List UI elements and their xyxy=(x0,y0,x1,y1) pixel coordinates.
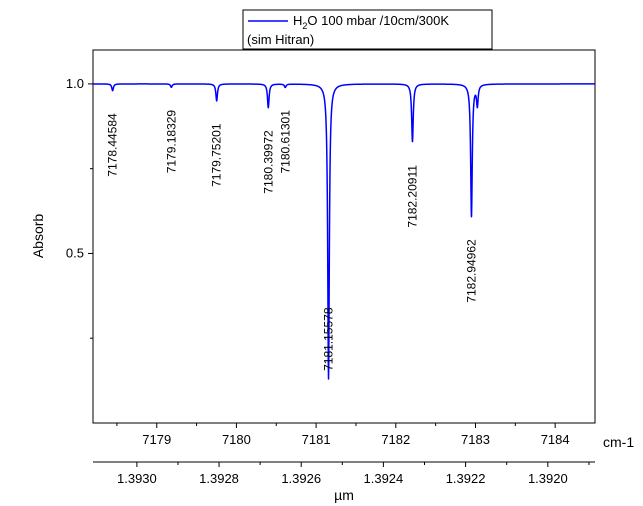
micron-tick-label: 1.3922 xyxy=(446,471,486,486)
peak-label: 7180.61301 xyxy=(278,110,292,174)
peak-label: 7180.39972 xyxy=(261,130,275,194)
legend-series-label: H2O 100 mbar /10cm/300K xyxy=(293,13,449,31)
micron-tick-label: 1.3920 xyxy=(528,471,568,486)
peak-label: 7182.94962 xyxy=(465,239,479,303)
micron-tick-label: 1.3928 xyxy=(199,471,239,486)
legend: H2O 100 mbar /10cm/300K (sim Hitran) xyxy=(242,9,493,50)
micron-axis xyxy=(93,461,595,467)
x-tick-label: 7181 xyxy=(302,432,331,447)
peak-label: 7181.15578 xyxy=(322,307,336,371)
spectrum-line xyxy=(92,83,596,380)
peak-label: 7179.75201 xyxy=(210,123,224,187)
x-tick-label: 7179 xyxy=(142,432,171,447)
peak-label: 7178.44584 xyxy=(106,113,120,177)
peak-label: 7182.20911 xyxy=(406,165,420,228)
micron-tick-label: 1.3930 xyxy=(117,471,157,486)
x-tick-label: 7182 xyxy=(381,432,410,447)
micron-tick-label: 1.3926 xyxy=(281,471,321,486)
y-tick-label: 1.0 xyxy=(66,76,84,91)
plot-frame xyxy=(92,49,596,424)
legend-source-label: (sim Hitran) xyxy=(247,32,314,47)
x-tick-labels: 7179 7180 7181 7182 7183 7184 xyxy=(142,432,569,447)
x-tick-label: 7180 xyxy=(222,432,251,447)
peak-label: 7179.18329 xyxy=(164,110,178,174)
axis-ticks xyxy=(88,83,556,428)
x-tick-label: 7184 xyxy=(541,432,570,447)
top-axis-unit: cm-1 xyxy=(603,434,634,450)
micron-tick-label: 1.3924 xyxy=(364,471,404,486)
x-tick-label: 7183 xyxy=(461,432,490,447)
legend-box xyxy=(242,9,493,50)
peak-labels: 7178.44584 7179.18329 7179.75201 7180.39972… xyxy=(106,110,479,371)
y-tick-labels: 1.0 0.5 xyxy=(66,76,84,261)
micron-tick-labels: 1.3920 1.3922 1.3924 1.3926 1.3928 1.3930 xyxy=(117,471,568,486)
y-tick-label: 0.5 xyxy=(66,245,84,260)
y-axis-title: Absorb xyxy=(30,214,46,259)
bottom-axis-unit: µm xyxy=(334,487,354,503)
